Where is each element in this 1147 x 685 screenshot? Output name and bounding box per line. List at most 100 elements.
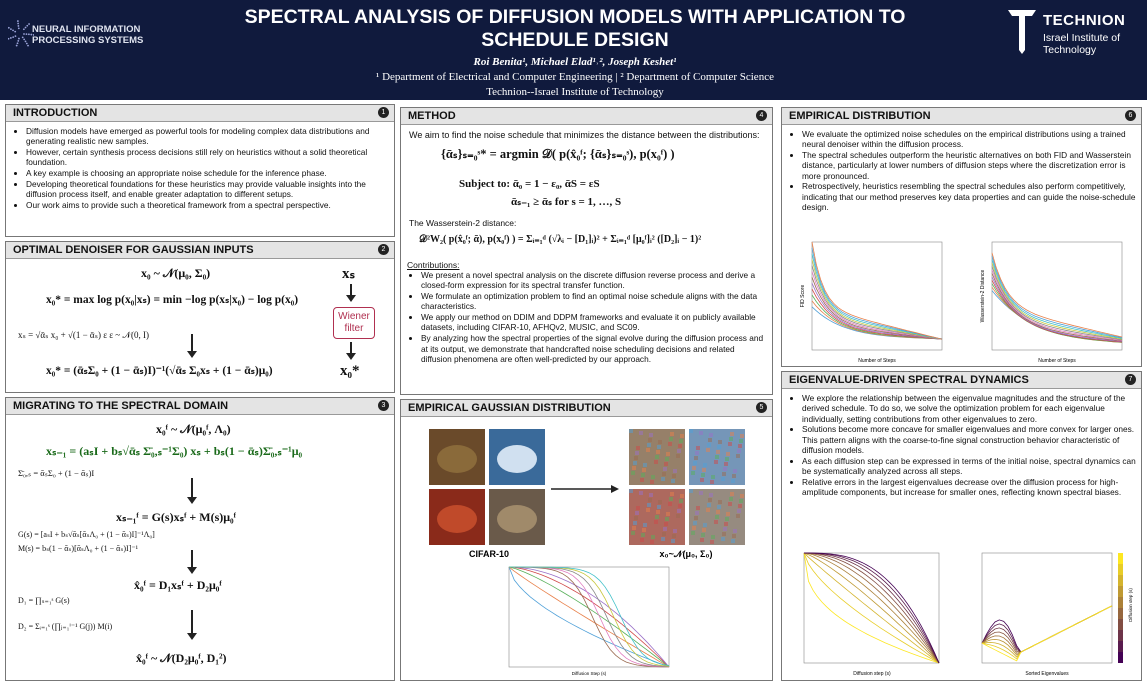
- noise-pixel: [699, 491, 703, 495]
- noise-pixel: [662, 472, 666, 476]
- noise-pixel: [708, 438, 712, 442]
- noise-pixel: [666, 452, 670, 456]
- noise-pixel: [658, 440, 662, 444]
- bullet: A key example is choosing an appropriate…: [26, 168, 390, 178]
- figure-curve: [811, 241, 943, 340]
- noise-pixel: [671, 539, 675, 543]
- section-title: INTRODUCTION: [13, 107, 98, 119]
- noise-pixel: [655, 455, 659, 459]
- figure-curve: [991, 252, 1123, 338]
- noise-pixel: [648, 498, 652, 502]
- equation: xₛ₋₁ = (aₛI + bₛ√ᾱₛ Σ̄₀,ₛ⁻¹Σ₀) xₛ + bₛ(1…: [46, 444, 303, 458]
- arrow: [187, 550, 197, 574]
- noise-pixel: [673, 469, 677, 473]
- noise-pixel: [724, 522, 728, 526]
- noise-pixel: [640, 478, 644, 482]
- figure-curve: [991, 259, 1123, 339]
- noise-pixel: [694, 456, 698, 460]
- figure-curve: [803, 552, 940, 664]
- noise-pixel: [636, 446, 640, 450]
- equation: x̂₀ᶠ = D₁xₛᶠ + D₂μ₀ᶠ: [134, 578, 222, 592]
- noise-pixel: [710, 480, 714, 484]
- bullet: We formulate an optimization problem to …: [421, 291, 766, 312]
- noise-pixel: [646, 508, 650, 512]
- noise-pixel: [733, 529, 737, 533]
- equation: x₀* = (ᾱₛΣ₀ + (1 − ᾱₛ)I)⁻¹(√ᾱₛ Σ₀xₛ + (1…: [46, 365, 273, 377]
- noise-pixel: [701, 533, 705, 537]
- noise-pixel: [654, 520, 658, 524]
- section: MIGRATING TO THE SPECTRAL DOMAIN 3 x₀ᶠ ~ 𝒩…: [5, 397, 395, 681]
- section-header: EMPIRICAL GAUSSIAN DISTRIBUTION 5: [401, 400, 772, 417]
- conference-name: NEURAL INFORMATION PROCESSING SYSTEMS: [32, 24, 144, 46]
- noise-pixel: [643, 523, 647, 527]
- noise-pixel: [671, 479, 675, 483]
- noise-pixel: [632, 466, 636, 470]
- noise-pixel: [695, 451, 699, 455]
- noise-pixel: [709, 493, 713, 497]
- authors: Roi Benita¹, Michael Elad¹˒², Joseph Kes…: [473, 56, 677, 68]
- logo-dot: [12, 29, 14, 32]
- logo-dot: [17, 22, 20, 25]
- figure-curve: [811, 271, 943, 340]
- colorbar: [1118, 564, 1123, 575]
- section-header: METHOD 4: [401, 108, 772, 125]
- section-title: METHOD: [408, 110, 456, 122]
- noise-pixel: [677, 449, 681, 453]
- noise-pixel: [706, 508, 710, 512]
- arrow: [346, 342, 356, 360]
- logo-subtitle: Israel Institute of Technology: [1043, 32, 1121, 56]
- noise-pixel: [711, 535, 715, 539]
- noise-pixel: [643, 463, 647, 467]
- figure-curve: [803, 552, 940, 664]
- section: METHOD 4 We aim to find the noise schedule…: [400, 107, 773, 395]
- noise-pixel: [663, 467, 667, 471]
- noise-pixel: [711, 475, 715, 479]
- section: EIGENVALUE-DRIVEN SPECTRAL DYNAMICS 7 We e…: [781, 371, 1142, 681]
- equation: D₂ = Σᵢ₌₁ˢ (∏ⱼ₌₁ⁱ⁻¹ G(j)) M(i): [18, 622, 113, 631]
- logo-dot: [9, 37, 12, 39]
- text: Contributions:: [407, 260, 460, 270]
- figure-curve: [508, 566, 670, 668]
- section-number: 5: [756, 402, 767, 413]
- noise-pixel: [678, 444, 682, 448]
- figure-curve: [991, 256, 1123, 339]
- axis-label: Wasserstein-2 Distance: [980, 269, 986, 322]
- figure-curve: [509, 566, 670, 667]
- section-header: EMPIRICAL DISTRIBUTION 6: [782, 108, 1141, 125]
- noise-pixel: [676, 454, 680, 458]
- equation: 𝒟²W₂( p(x̂₀ᶠ; ᾱ), p(x₀ᶠ) ) = Σᵢ₌₁ᵈ (√λᵢ …: [419, 234, 702, 245]
- noise-pixel: [730, 432, 734, 436]
- noise-pixel: [665, 457, 669, 461]
- noise-pixel: [651, 535, 655, 539]
- logo-dot: [30, 33, 33, 36]
- logo-dot: [23, 38, 26, 41]
- logo-dot: [21, 36, 24, 39]
- noise-pixel: [694, 516, 698, 520]
- figure-curve: [508, 566, 670, 668]
- figure-curve: [804, 552, 940, 664]
- axis-label: Number of Steps: [1038, 358, 1076, 364]
- bullet-list: We explore the relationship between the …: [790, 393, 1137, 497]
- noise-pixel: [647, 443, 651, 447]
- colorbar: [1118, 652, 1123, 663]
- noise-pixel: [633, 461, 637, 465]
- arrow: [187, 610, 197, 640]
- axis-label: Diffusion Step (s): [572, 671, 607, 676]
- figure-curve: [804, 552, 940, 664]
- section-title: EMPIRICAL DISTRIBUTION: [789, 110, 931, 122]
- colorbar: [1118, 575, 1123, 586]
- image-subject: [437, 445, 477, 473]
- image-subject: [497, 505, 537, 533]
- noise-pixel: [642, 468, 646, 472]
- logo-dot: [27, 44, 29, 47]
- section-title: EIGENVALUE-DRIVEN SPECTRAL DYNAMICS: [789, 374, 1029, 386]
- bullet: By analyzing how the spectral properties…: [421, 333, 766, 364]
- noise-pixel: [718, 500, 722, 504]
- noise-pixel: [736, 454, 740, 458]
- equation: x₀ ~ 𝒩(μ₀, Σ₀): [141, 266, 211, 280]
- noise-pixel: [665, 517, 669, 521]
- noise-pixel: [676, 514, 680, 518]
- figure-curve: [508, 566, 670, 668]
- poster-title: SPECTRAL ANALYSIS OF DIFFUSION MODELS WI…: [244, 6, 906, 51]
- logo-dot: [8, 37, 10, 40]
